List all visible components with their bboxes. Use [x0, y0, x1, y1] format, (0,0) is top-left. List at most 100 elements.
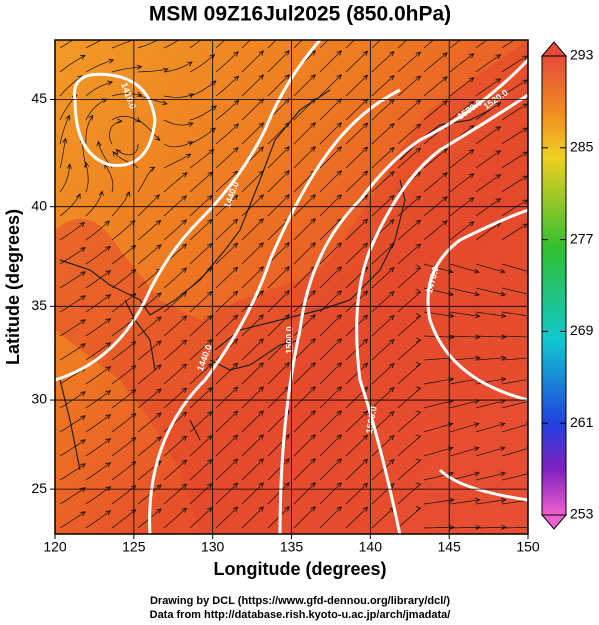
streamline-arrow — [232, 482, 239, 489]
streamline-arrow — [207, 266, 213, 273]
x-axis-label: Longitude (degrees) — [213, 559, 386, 579]
streamline-arrow — [362, 50, 369, 57]
streamline — [59, 138, 66, 169]
streamline — [475, 499, 506, 505]
streamline — [189, 195, 213, 217]
streamline — [423, 40, 435, 49]
streamline — [241, 242, 264, 265]
streamline-arrow — [181, 387, 188, 393]
streamline-arrow — [389, 266, 395, 273]
streamline — [371, 267, 395, 289]
colorbar-tick-label: 285 — [570, 139, 594, 155]
streamline — [163, 172, 188, 193]
streamline-arrow — [258, 458, 265, 464]
streamline — [59, 439, 86, 457]
streamline — [241, 122, 264, 145]
streamline — [85, 366, 111, 385]
streamline-arrow — [310, 410, 316, 416]
streamline-arrow — [65, 114, 70, 121]
streamline-arrow — [336, 338, 343, 344]
streamline — [59, 55, 86, 73]
streamline-arrow — [389, 434, 395, 441]
streamline-arrow — [389, 242, 395, 249]
streamline — [397, 291, 421, 313]
streamline — [163, 411, 187, 433]
streamline-arrow — [207, 194, 213, 201]
streamline-arrow — [232, 314, 239, 321]
streamline-arrow — [468, 149, 475, 155]
streamline — [241, 74, 264, 97]
streamline-arrow — [389, 458, 395, 465]
streamline — [241, 338, 264, 361]
streamline — [267, 386, 290, 409]
streamline-arrow — [499, 268, 506, 274]
streamline — [345, 242, 368, 265]
credit-line: Drawing by DCL (https://www.gfd-dennou.o… — [150, 595, 450, 607]
streamline — [397, 243, 421, 265]
streamline-arrow — [448, 497, 455, 503]
streamline — [319, 74, 342, 97]
streamline-arrow — [181, 172, 188, 178]
streamline — [501, 263, 528, 272]
streamline-arrow — [181, 411, 188, 417]
streamline-arrow — [156, 316, 162, 322]
streamline-arrow — [310, 482, 316, 488]
streamline-arrow — [84, 161, 90, 168]
streamline — [319, 194, 342, 217]
streamline — [163, 219, 187, 241]
streamline — [85, 414, 111, 433]
streamline-arrow — [442, 52, 448, 58]
streamline — [111, 437, 136, 457]
streamline-arrow — [181, 483, 188, 489]
streamline-arrow — [415, 482, 422, 488]
streamline-arrow — [188, 93, 195, 99]
streamline — [163, 93, 194, 98]
streamline — [85, 510, 111, 529]
streamline — [319, 40, 329, 49]
streamline — [319, 482, 342, 505]
streamline-arrow — [181, 435, 188, 441]
streamline-arrow — [415, 123, 422, 129]
streamline — [397, 99, 421, 121]
streamline-arrow — [80, 271, 86, 277]
streamline — [423, 148, 448, 169]
streamline — [137, 68, 168, 73]
streamline — [189, 363, 213, 385]
streamline — [111, 293, 136, 313]
streamline-arrow — [468, 53, 475, 59]
streamline — [163, 387, 187, 409]
streamline — [189, 219, 213, 241]
streamline-arrow — [80, 511, 86, 517]
streamline — [215, 362, 238, 385]
streamline-arrow — [232, 290, 239, 297]
streamline — [59, 463, 86, 481]
streamline — [449, 77, 475, 97]
streamline-arrow — [336, 482, 343, 488]
streamline — [293, 386, 316, 409]
streamline — [267, 194, 290, 217]
streamline — [267, 290, 290, 313]
streamline — [371, 435, 395, 457]
streamline-arrow — [233, 146, 239, 153]
streamline-arrow — [500, 471, 507, 477]
streamline-arrow — [130, 293, 137, 299]
streamline — [241, 194, 264, 217]
streamline-arrow — [161, 100, 168, 106]
streamline — [241, 506, 264, 529]
streamline-arrow — [310, 506, 316, 512]
streamline — [215, 290, 238, 313]
streamline-arrow — [284, 98, 290, 104]
streamline — [215, 266, 238, 289]
streamline — [163, 339, 187, 361]
streamline-arrow — [284, 314, 290, 320]
streamline — [501, 526, 528, 529]
streamline — [423, 263, 453, 273]
streamline — [85, 115, 94, 145]
streamline-arrow — [156, 244, 162, 250]
streamline — [267, 458, 290, 481]
streamline-arrow — [207, 482, 213, 489]
streamline — [111, 66, 142, 73]
streamline-arrow — [187, 61, 193, 67]
streamline — [345, 170, 368, 193]
streamline — [293, 314, 316, 337]
